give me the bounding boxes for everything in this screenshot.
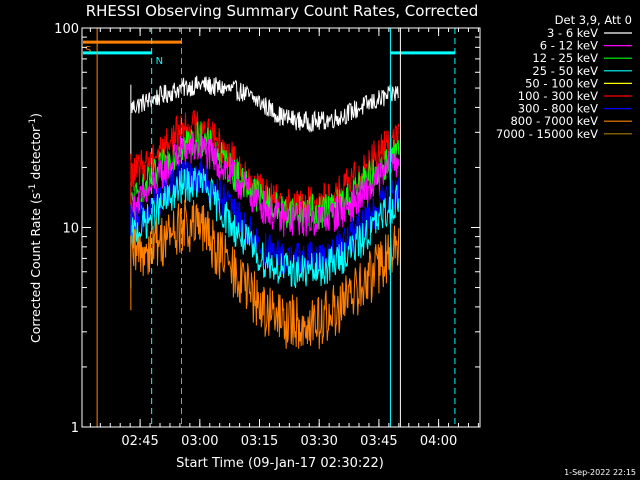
x-tick-label: 03:15 xyxy=(241,434,278,449)
y-axis-label-c: ) xyxy=(28,113,43,118)
chart-title: RHESSI Observing Summary Count Rates, Co… xyxy=(86,2,479,20)
flag-label: N xyxy=(156,56,163,67)
y-axis-label-b: detector xyxy=(28,126,43,184)
axis-ticks xyxy=(82,27,480,428)
x-tick-label: 03:30 xyxy=(300,434,337,449)
x-tick-label: 03:00 xyxy=(181,434,218,449)
x-tick-label: 03:45 xyxy=(360,434,397,449)
plot-layer xyxy=(130,75,400,350)
flag-layer: SN xyxy=(83,40,455,67)
legend-header: Det 3,9, Att 0 xyxy=(555,13,632,27)
y-tick-labels: 100 10 1 xyxy=(54,22,79,436)
legend-label: 12 - 25 keV xyxy=(532,51,598,65)
x-tick-label: 02:45 xyxy=(121,434,158,449)
vline-layer xyxy=(96,28,456,427)
y-tick-label: 100 xyxy=(54,22,79,37)
legend-label: 50 - 100 keV xyxy=(525,76,598,90)
y-axis-label-a: Corrected Count Rate (s xyxy=(28,193,43,343)
legend-label: 25 - 50 keV xyxy=(532,64,598,78)
series-line xyxy=(130,199,400,350)
flag-label: S xyxy=(85,45,91,56)
legend-label: 100 - 300 keV xyxy=(518,89,598,103)
y-tick-label: 1 xyxy=(71,421,79,436)
y-axis-label-sup: -1 xyxy=(28,184,38,193)
series-line xyxy=(130,132,400,237)
y-tick-label: 10 xyxy=(62,222,79,237)
x-tick-label: 04:00 xyxy=(420,434,457,449)
x-axis-label: Start Time (09-Jan-17 02:30:22) xyxy=(176,456,384,471)
legend-label: 3 - 6 keV xyxy=(547,26,598,40)
series-line xyxy=(130,167,400,289)
legend-label: 6 - 12 keV xyxy=(540,39,598,53)
y-axis-label: Corrected Count Rate (s-1 detector-1) xyxy=(28,113,43,343)
series-line xyxy=(130,75,400,133)
legend-label: 7000 - 15000 keV xyxy=(496,127,598,141)
legend-label: 800 - 7000 keV xyxy=(510,114,598,128)
x-tick-labels: 02:45 03:00 03:15 03:30 03:45 04:00 xyxy=(121,434,457,449)
y-axis-label-sup2: -1 xyxy=(28,118,38,127)
legend-label: 300 - 800 keV xyxy=(518,102,598,116)
footer-date: 1-Sep-2022 22:15 xyxy=(564,468,636,477)
